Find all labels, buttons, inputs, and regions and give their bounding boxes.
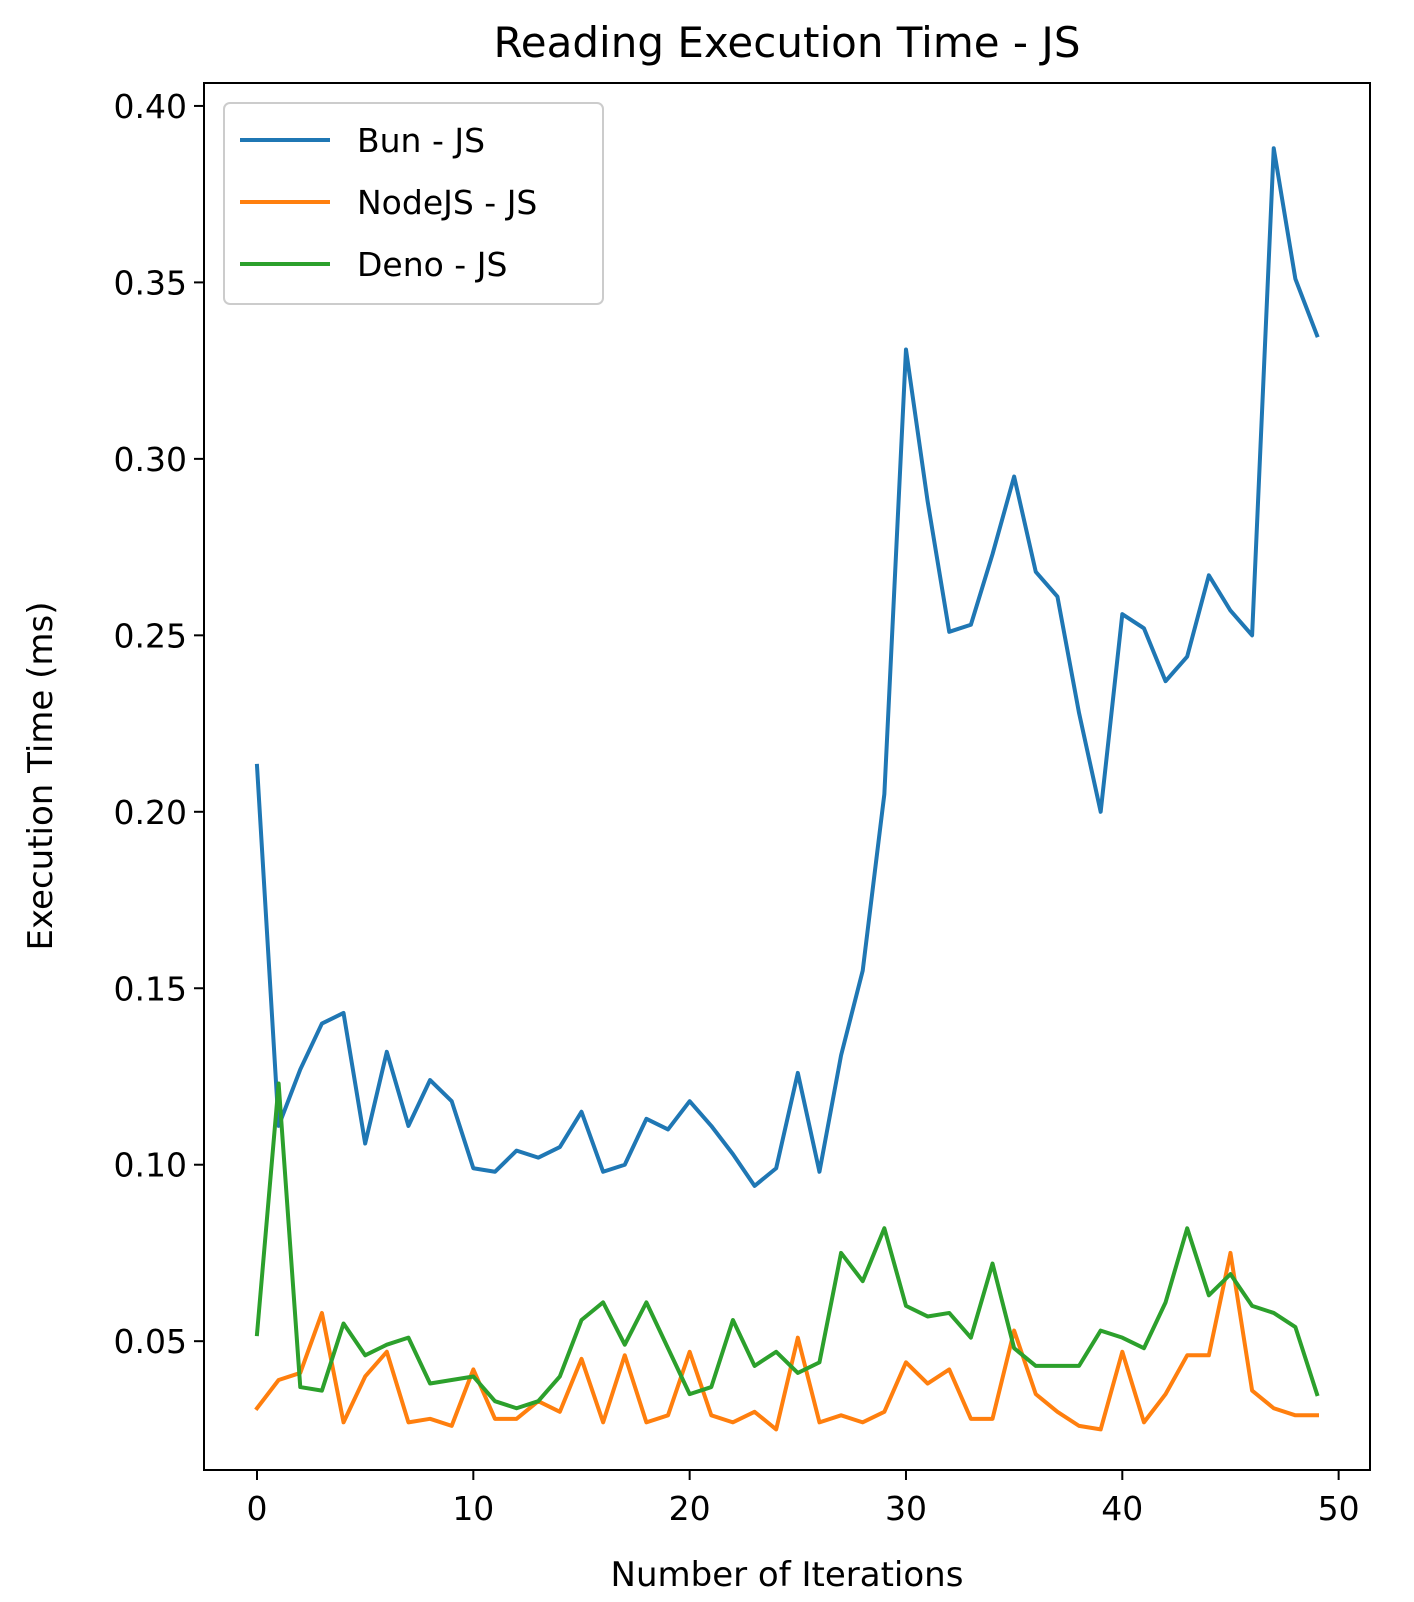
y-axis-label: Execution Time (ms) [21, 601, 61, 950]
x-axis-ticks: 0 10 20 30 40 50 [247, 1470, 1360, 1528]
legend-box [223, 102, 604, 305]
y-tick-label: 0.10 [114, 1146, 187, 1185]
y-tick-label: 0.35 [114, 263, 187, 302]
chart-title: Reading Execution Time - JS [494, 18, 1081, 67]
series-line-nodejs-js [254, 1250, 1319, 1432]
series-line-deno-js [254, 1081, 1320, 1411]
x-axis-label: Number of Iterations [611, 1555, 964, 1595]
x-tick-label: 20 [669, 1489, 711, 1528]
y-tick-label: 0.30 [114, 440, 187, 479]
legend-label-bun-js: Bun - JS [357, 121, 485, 160]
x-tick-label: 10 [452, 1489, 494, 1528]
legend-label-deno-js: Deno - JS [357, 245, 507, 284]
y-tick-label: 0.05 [114, 1322, 187, 1361]
series-line-bun-js [254, 146, 1320, 1188]
legend: Bun - JS NodeJS - JS Deno - JS [223, 102, 604, 305]
y-axis-ticks: 0.05 0.10 0.15 0.20 0.25 0.30 0.35 0.40 [114, 87, 204, 1361]
series-layer [254, 146, 1320, 1432]
plot-frame [203, 82, 1371, 1471]
legend-label-nodejs-js: NodeJS - JS [357, 183, 537, 222]
x-tick-label: 30 [885, 1489, 927, 1528]
y-tick-label: 0.15 [114, 969, 187, 1008]
x-tick-label: 50 [1318, 1489, 1360, 1528]
y-tick-label: 0.25 [114, 616, 187, 655]
y-tick-label: 0.20 [114, 793, 187, 832]
x-tick-label: 40 [1101, 1489, 1143, 1528]
x-tick-label: 0 [247, 1489, 268, 1528]
y-tick-label: 0.40 [114, 87, 187, 126]
